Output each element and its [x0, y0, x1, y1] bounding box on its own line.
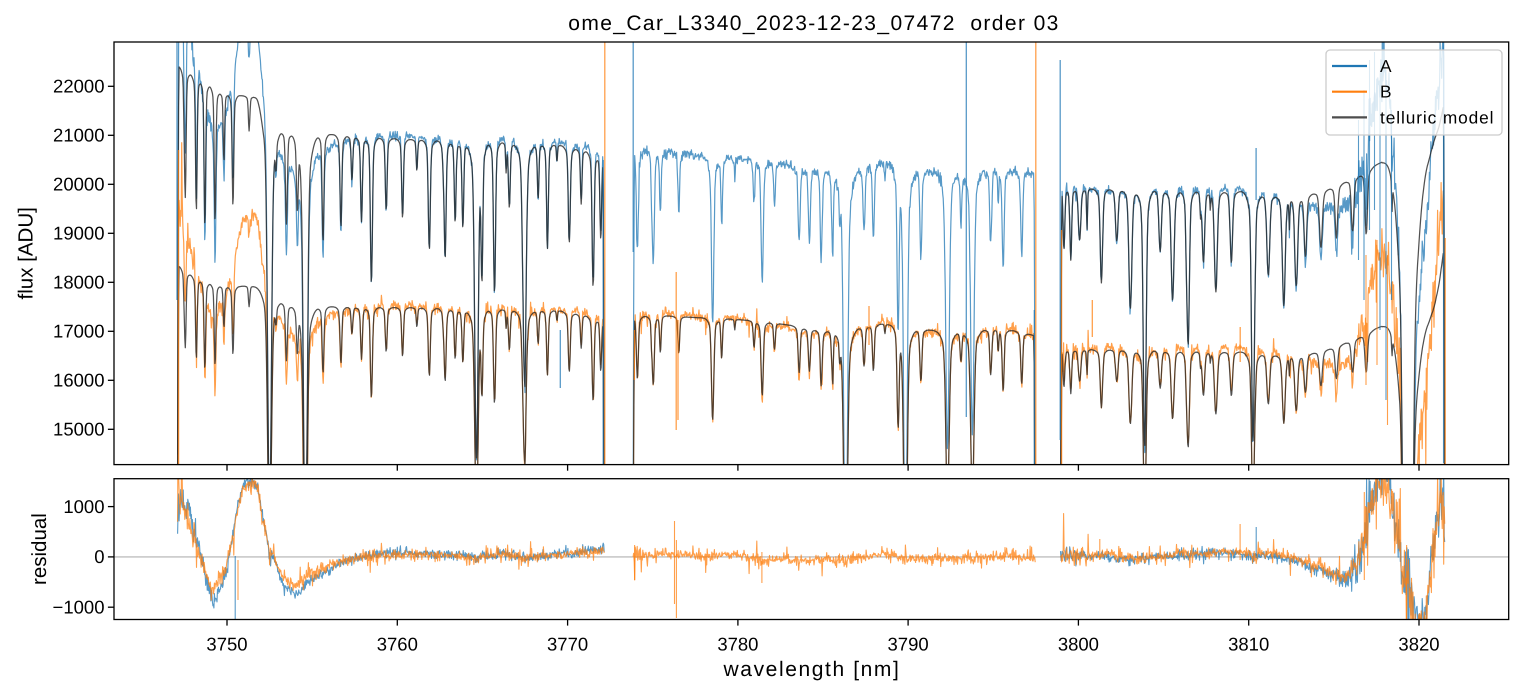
- svg-text:3770: 3770: [547, 633, 588, 654]
- svg-text:3760: 3760: [377, 633, 418, 654]
- svg-text:3750: 3750: [206, 633, 247, 654]
- svg-text:−1000: −1000: [53, 597, 105, 618]
- svg-text:3800: 3800: [1058, 633, 1099, 654]
- svg-text:19000: 19000: [53, 223, 104, 244]
- svg-text:wavelength [nm]: wavelength [nm]: [723, 658, 901, 681]
- svg-text:flux [ADU]: flux [ADU]: [15, 207, 38, 299]
- svg-text:21000: 21000: [53, 125, 104, 146]
- svg-text:3780: 3780: [717, 633, 758, 654]
- svg-text:A: A: [1380, 56, 1392, 76]
- svg-text:17000: 17000: [53, 321, 104, 342]
- svg-text:3790: 3790: [888, 633, 929, 654]
- svg-text:residual: residual: [28, 513, 51, 585]
- svg-text:telluric model: telluric model: [1380, 107, 1494, 127]
- svg-text:20000: 20000: [53, 174, 104, 195]
- svg-text:3810: 3810: [1228, 633, 1269, 654]
- svg-text:16000: 16000: [53, 370, 104, 391]
- svg-text:3820: 3820: [1398, 633, 1439, 654]
- svg-text:B: B: [1380, 82, 1392, 102]
- svg-text:22000: 22000: [53, 76, 104, 97]
- svg-text:0: 0: [94, 546, 104, 567]
- svg-text:ome_Car_L3340_2023-12-23_07472: ome_Car_L3340_2023-12-23_07472 order 03: [568, 12, 1060, 35]
- svg-text:18000: 18000: [53, 272, 104, 293]
- svg-text:15000: 15000: [53, 419, 104, 440]
- svg-text:1000: 1000: [63, 496, 104, 517]
